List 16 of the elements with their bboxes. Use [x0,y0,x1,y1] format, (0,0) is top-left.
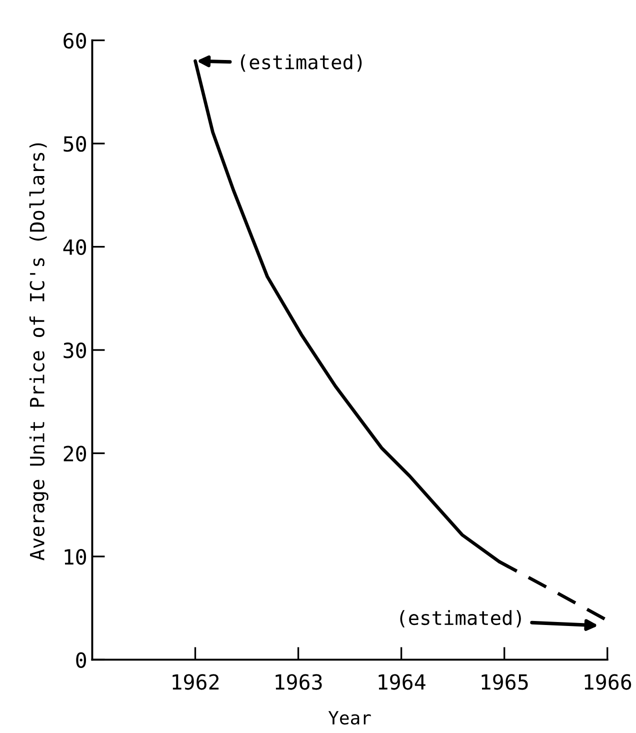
x-axis-title: Year [328,711,371,725]
x-tick-label: 1963 [276,674,322,690]
y-tick-label: 20 [64,446,86,462]
x-tick-label: 1965 [482,674,528,690]
annotation: (estimated) [400,610,521,628]
y-tick-label: 50 [64,136,86,152]
y-tick-label: 40 [63,239,86,256]
annotation: (estimated) [240,54,362,72]
x-tick-label: 1966 [584,674,632,690]
y-tick-label: 60 [64,32,86,49]
y-tick-label: 0 [76,652,86,668]
y-tick-label: 10 [64,548,86,565]
y-axis-title: Average Unit Price of IC's (Dollars) [29,143,48,560]
x-tick-label: 1964 [378,674,426,690]
y-tick-label: 30 [64,342,86,358]
x-tick-label: 1962 [172,674,219,690]
